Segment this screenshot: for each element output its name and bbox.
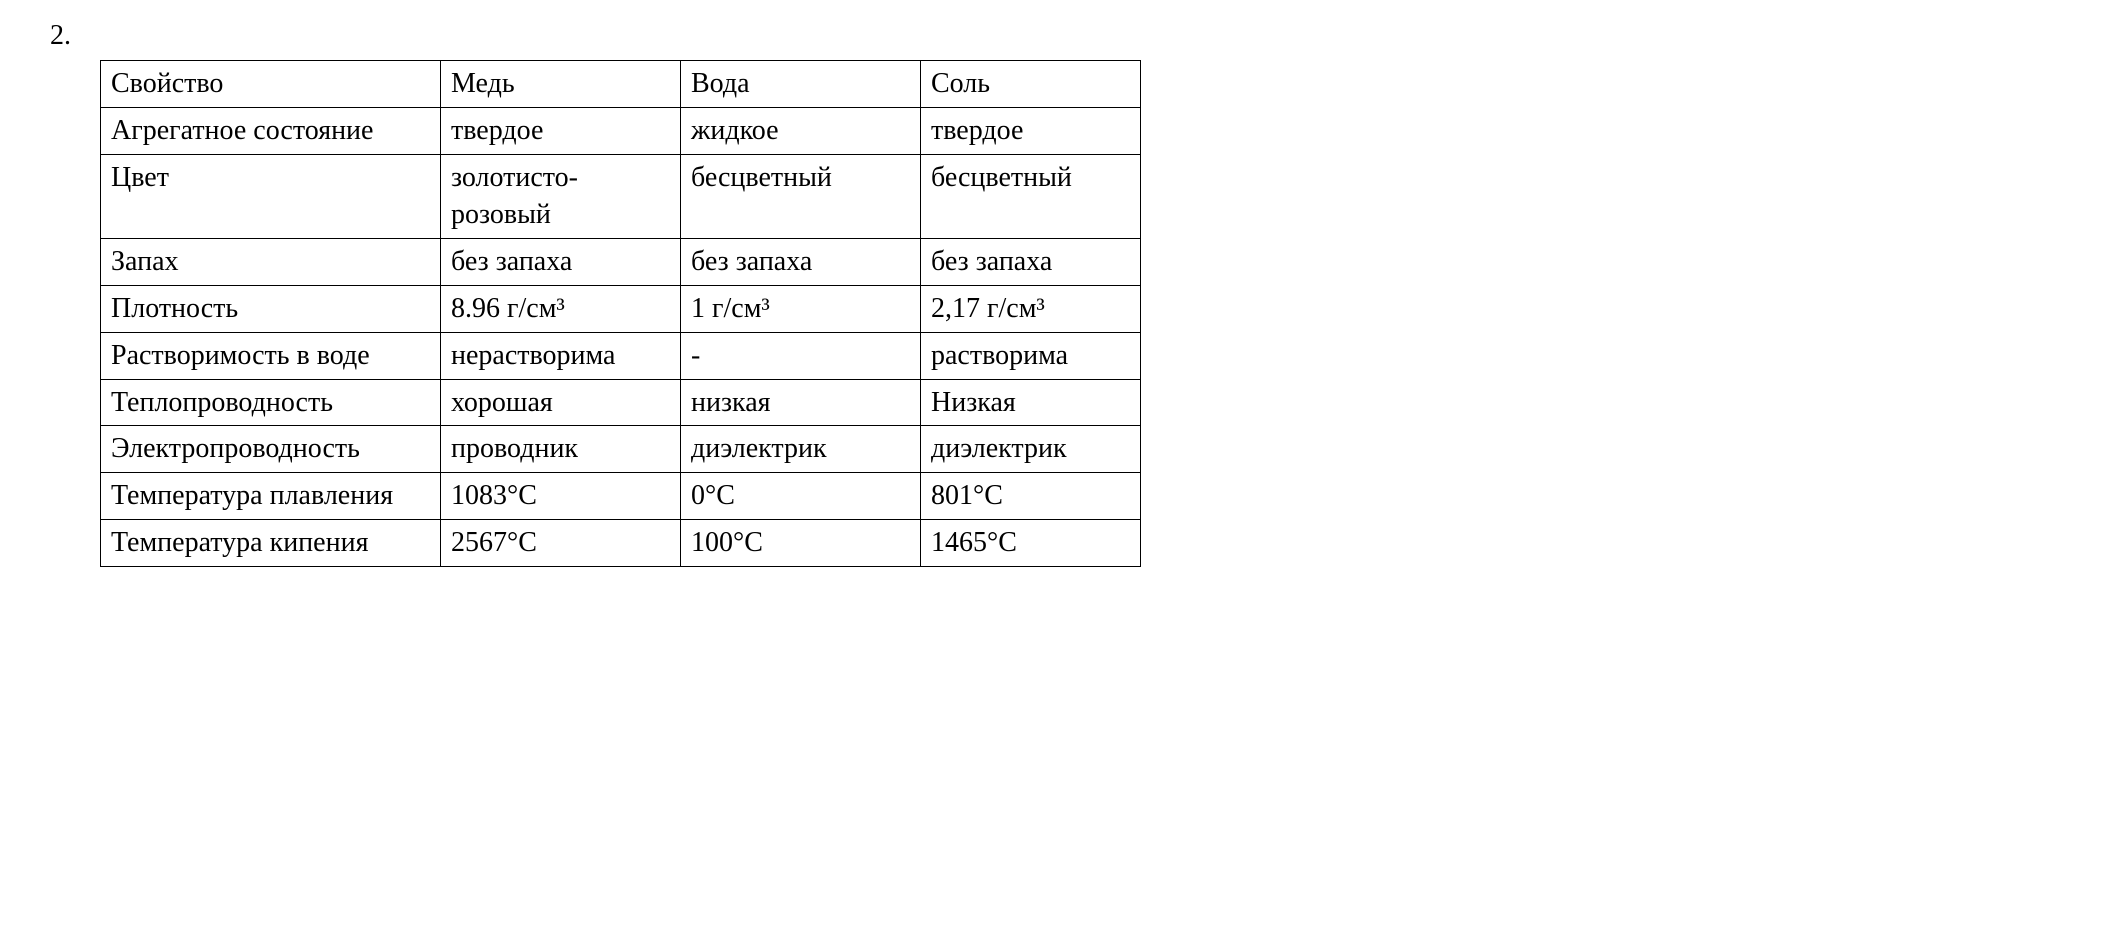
row-boiling-label: Температура кипения — [101, 519, 441, 566]
row-solubility-copper: нерастворима — [441, 332, 681, 379]
table-row: Цвет золотисто-розовый бесцветный бесцве… — [101, 154, 1141, 239]
table-row: Электропроводность проводник диэлектрик … — [101, 426, 1141, 473]
table-row: Растворимость в воде нерастворима - раст… — [101, 332, 1141, 379]
table-wrapper: Свойство Медь Вода Соль Агрегатное состо… — [40, 60, 2066, 567]
row-melting-label: Температура плавления — [101, 473, 441, 520]
table-row: Теплопроводность хорошая низкая Низкая — [101, 379, 1141, 426]
table-row: Температура плавления 1083°C 0°C 801°C — [101, 473, 1141, 520]
row-boiling-water: 100°C — [681, 519, 921, 566]
row-smell-label: Запах — [101, 239, 441, 286]
table-row: Плотность 8.96 г/см³ 1 г/см³ 2,17 г/см³ — [101, 285, 1141, 332]
row-state-salt: твердое — [921, 107, 1141, 154]
header-copper: Медь — [441, 61, 681, 108]
row-density-label: Плотность — [101, 285, 441, 332]
row-color-salt: бесцветный — [921, 154, 1141, 239]
table-row: Агрегатное состояние твердое жидкое твер… — [101, 107, 1141, 154]
row-smell-salt: без запаха — [921, 239, 1141, 286]
row-density-salt: 2,17 г/см³ — [921, 285, 1141, 332]
row-melting-salt: 801°C — [921, 473, 1141, 520]
row-solubility-water: - — [681, 332, 921, 379]
row-electrical-copper: проводник — [441, 426, 681, 473]
row-density-copper: 8.96 г/см³ — [441, 285, 681, 332]
row-smell-copper: без запаха — [441, 239, 681, 286]
row-electrical-salt: диэлектрик — [921, 426, 1141, 473]
table-row: Запах без запаха без запаха без запаха — [101, 239, 1141, 286]
row-electrical-label: Электропроводность — [101, 426, 441, 473]
header-property: Свойство — [101, 61, 441, 108]
row-state-copper: твердое — [441, 107, 681, 154]
row-electrical-water: диэлектрик — [681, 426, 921, 473]
row-boiling-copper: 2567°C — [441, 519, 681, 566]
row-thermal-label: Теплопроводность — [101, 379, 441, 426]
table-header-row: Свойство Медь Вода Соль — [101, 61, 1141, 108]
row-state-water: жидкое — [681, 107, 921, 154]
row-color-water: бесцветный — [681, 154, 921, 239]
properties-table: Свойство Медь Вода Соль Агрегатное состо… — [100, 60, 1141, 567]
row-thermal-copper: хорошая — [441, 379, 681, 426]
header-water: Вода — [681, 61, 921, 108]
header-salt: Соль — [921, 61, 1141, 108]
row-solubility-label: Растворимость в воде — [101, 332, 441, 379]
row-thermal-salt: Низкая — [921, 379, 1141, 426]
row-density-water: 1 г/см³ — [681, 285, 921, 332]
row-melting-water: 0°C — [681, 473, 921, 520]
table-row: Температура кипения 2567°C 100°C 1465°C — [101, 519, 1141, 566]
row-boiling-salt: 1465°C — [921, 519, 1141, 566]
row-melting-copper: 1083°C — [441, 473, 681, 520]
row-thermal-water: низкая — [681, 379, 921, 426]
row-solubility-salt: растворима — [921, 332, 1141, 379]
row-smell-water: без запаха — [681, 239, 921, 286]
item-number: 2. — [40, 20, 2066, 52]
row-color-label: Цвет — [101, 154, 441, 239]
row-state-label: Агрегатное состояние — [101, 107, 441, 154]
row-color-copper: золотисто-розовый — [441, 154, 681, 239]
